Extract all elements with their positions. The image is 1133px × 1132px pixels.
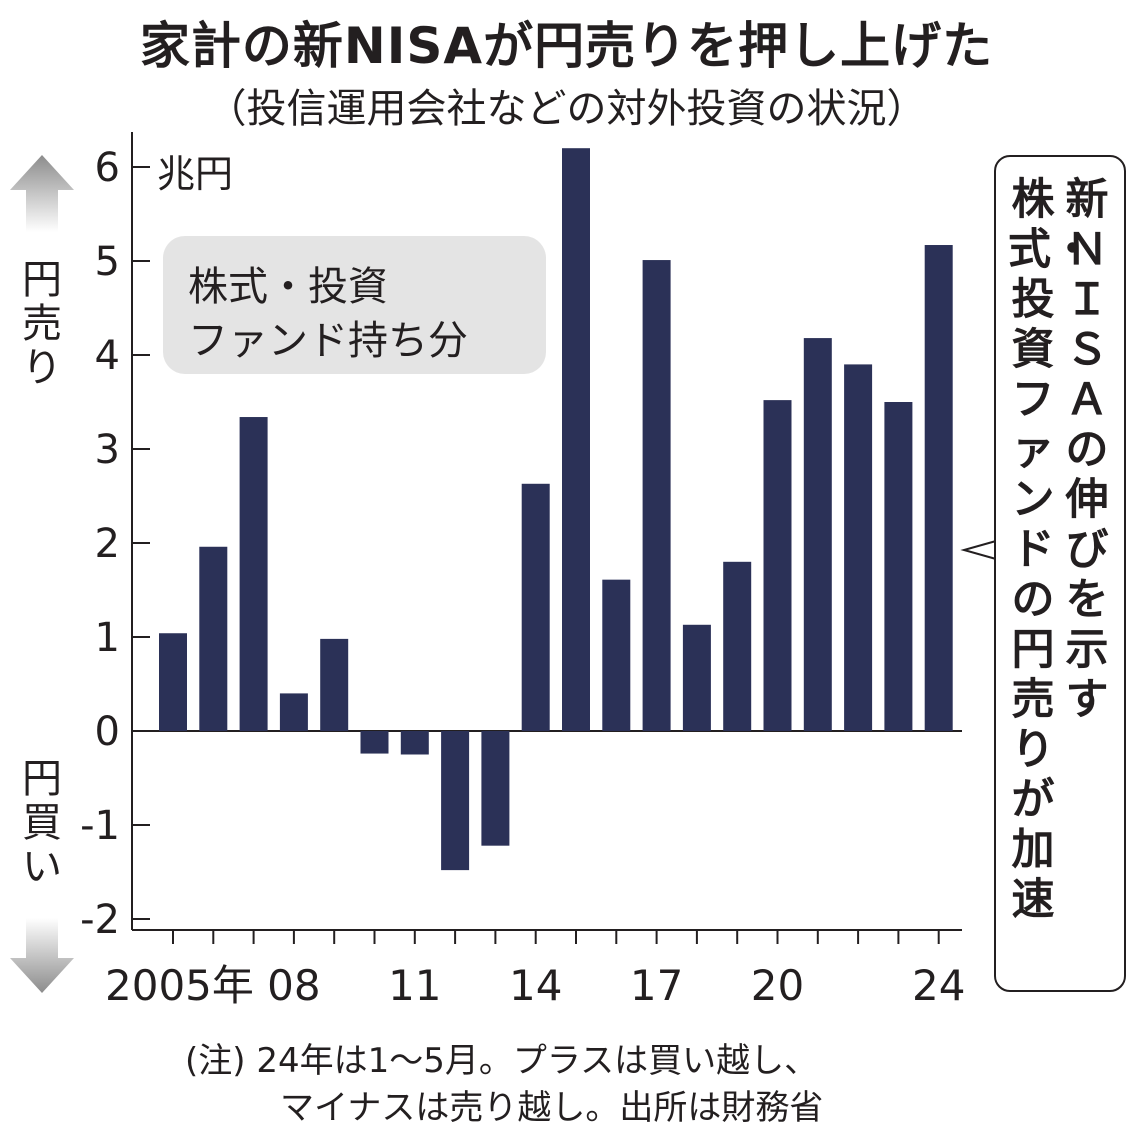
bar-09: [320, 638, 349, 731]
callout-box: 新ＮＩＳＡの伸びを示す 株式・投資ファンドの円売りが加速: [994, 155, 1126, 992]
bar-19: [723, 561, 752, 731]
callout-line1: 新ＮＩＳＡの伸びを示す: [1065, 175, 1109, 725]
legend: 株式・投資 ファンド持ち分: [163, 236, 546, 374]
y-tick-label: 6: [95, 145, 120, 191]
callout-pointer: [960, 540, 997, 560]
bar-10: [360, 731, 389, 754]
x-tick-label: 2005年: [105, 961, 254, 1010]
x-tick-label: 14: [509, 961, 562, 1010]
bar-15: [562, 148, 590, 731]
y-tick-label: 0: [95, 709, 120, 755]
bar-14: [521, 483, 550, 731]
bar-06: [199, 546, 228, 731]
y-tick-label: 2: [95, 521, 120, 567]
bar-21: [803, 338, 832, 731]
bar-22: [844, 364, 873, 731]
y-tick-label: -1: [80, 803, 120, 849]
callout-line2: 株式・投資ファンドの円売りが加速: [1008, 175, 1094, 925]
chart-title: 家計の新NISAが円売りを押し上げた: [139, 17, 994, 75]
bar-17: [642, 260, 671, 731]
y-tick-label: 5: [95, 239, 120, 285]
x-tick-label: 20: [751, 961, 804, 1010]
x-tick-label: 17: [630, 961, 683, 1010]
y-tick-label: 1: [95, 615, 120, 661]
bar-18: [682, 624, 711, 731]
y-tick-label: 4: [95, 333, 120, 379]
y-tick-label: -2: [80, 897, 120, 943]
y-tick-label: 3: [95, 427, 120, 473]
x-tick-label: 24: [912, 961, 965, 1010]
bar-11: [400, 731, 429, 755]
arrow-label-up: 円売り: [22, 257, 62, 391]
bar-16: [602, 579, 631, 731]
up-arrow-icon: [10, 155, 74, 232]
bar-2005年: [159, 633, 187, 731]
legend-line2: ファンド持ち分: [188, 318, 468, 364]
x-tick-label: 11: [388, 961, 441, 1010]
bar-13: [481, 731, 510, 846]
legend-line1: 株式・投資: [188, 264, 388, 310]
bar-24: [924, 245, 953, 731]
x-tick-label: 08: [267, 961, 320, 1010]
chart-subtitle: （投信運用会社などの対外投資の状況）: [206, 86, 927, 132]
bar-20: [763, 400, 792, 731]
arrow-label-down: 円買い: [22, 756, 62, 890]
unit-label: 兆円: [157, 152, 233, 196]
bar-23: [884, 402, 913, 731]
note-line2: マイナスは売り越し。出所は財務省: [280, 1088, 824, 1128]
bar-08: [279, 693, 308, 731]
down-arrow-icon: [10, 918, 74, 993]
note-line1: (注) 24年は1～5月。プラスは買い越し、: [185, 1041, 819, 1081]
bar-12: [441, 731, 470, 871]
bar-07: [239, 417, 268, 731]
